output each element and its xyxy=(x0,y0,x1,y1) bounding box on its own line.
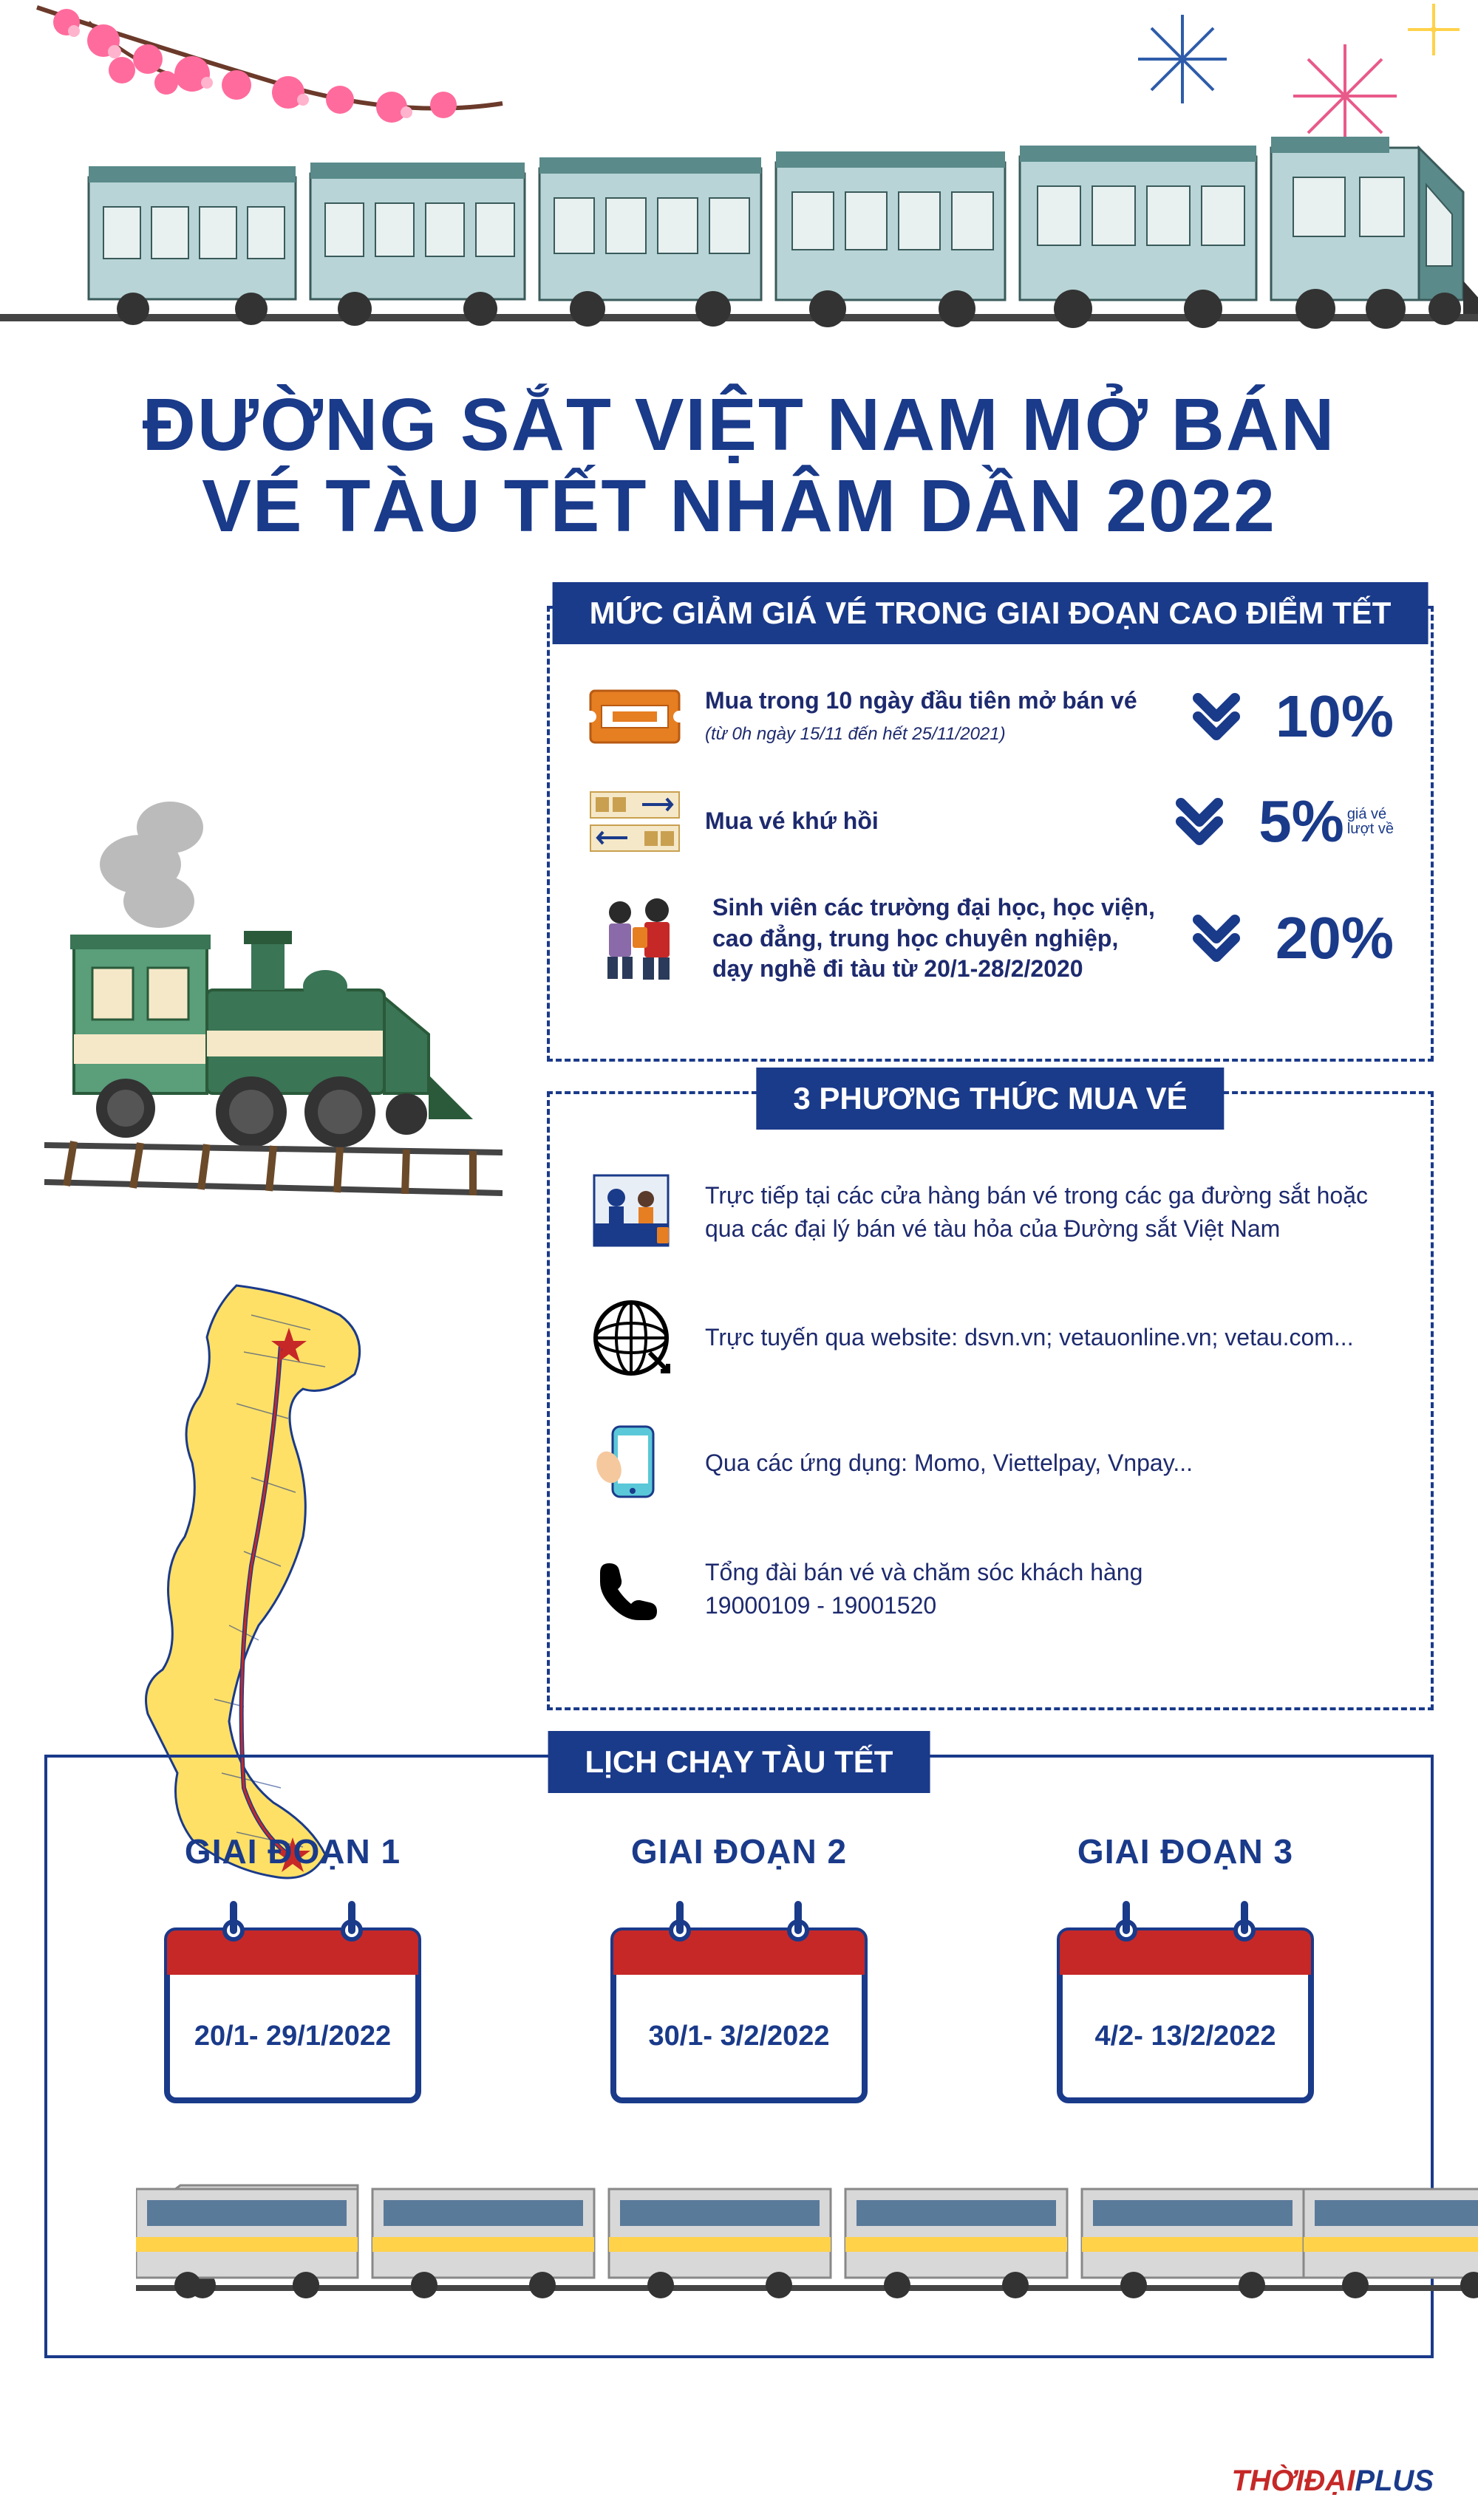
discount-item-3: Sinh viên các trường đại học, học viện, … xyxy=(587,892,1394,985)
title-line1: ĐƯỜNG SẮT VIỆT NAM MỞ BÁN xyxy=(143,383,1336,466)
calendar-icon: 4/2- 13/2/2022 xyxy=(1045,1894,1326,2115)
green-train-icon xyxy=(30,783,503,1212)
roundtrip-icon xyxy=(587,788,683,855)
discount-section: MỨC GIẢM GIÁ VÉ TRONG GIAI ĐOẠN CAO ĐIỂM… xyxy=(547,606,1434,1062)
phase-title-3: GIAI ĐOẠN 3 xyxy=(1045,1831,1326,1871)
method-text-2: Trực tuyến qua website: dsvn.vn; vetauon… xyxy=(705,1321,1354,1354)
discount-label-3: Sinh viên các trường đại học, học viện, … xyxy=(712,894,1155,982)
methods-section: 3 PHƯƠNG THỨC MUA VÉ Trực tiếp tại các c… xyxy=(547,1091,1434,1710)
main-title: ĐƯỜNG SẮT VIỆT NAM MỞ BÁN VÉ TÀU TẾT NHÂ… xyxy=(0,355,1478,576)
schedule-section: LỊCH CHẠY TÀU TẾT GIAI ĐOẠN 1 20/1- 29/1… xyxy=(44,1755,1434,2358)
method-item-1: Trực tiếp tại các cửa hàng bán vé trong … xyxy=(587,1168,1394,1257)
phase-title-1: GIAI ĐOẠN 1 xyxy=(152,1831,433,1871)
phase-1: GIAI ĐOẠN 1 20/1- 29/1/2022 xyxy=(152,1831,433,2119)
down-arrow-icon xyxy=(1170,792,1229,851)
methods-title: 3 PHƯƠNG THỨC MUA VÉ xyxy=(756,1068,1224,1130)
modern-train-icon xyxy=(136,2163,1478,2311)
discount-percent-1: 10% xyxy=(1276,683,1394,751)
down-arrow-icon xyxy=(1187,687,1246,746)
phone-app-icon xyxy=(587,1419,675,1508)
method-item-3: Qua các ứng dụng: Momo, Viettelpay, Vnpa… xyxy=(587,1419,1394,1508)
discount-percent-2: 5% xyxy=(1259,788,1344,856)
phase-title-2: GIAI ĐOẠN 2 xyxy=(599,1831,879,1871)
brand-part1: THỜIĐẠI xyxy=(1231,2465,1355,2497)
phase-2: GIAI ĐOẠN 2 30/1- 3/2/2022 xyxy=(599,1831,879,2119)
discount-item-2: Mua vé khứ hồi 5% giá vélượt về xyxy=(587,788,1394,856)
calendar-icon: 20/1- 29/1/2022 xyxy=(152,1894,433,2115)
method-item-2: Trực tuyến qua website: dsvn.vn; vetauon… xyxy=(587,1294,1394,1382)
schedule-title: LỊCH CHẠY TÀU TẾT xyxy=(548,1731,930,1793)
hero-train-icon xyxy=(0,137,1478,329)
discount-label-2: Mua vé khứ hồi xyxy=(705,807,879,834)
phase-3: GIAI ĐOẠN 3 4/2- 13/2/2022 xyxy=(1045,1831,1326,2119)
discount-sublabel-1: (từ 0h ngày 15/11 đến hết 25/11/2021) xyxy=(705,724,1006,744)
fireworks-icon xyxy=(1138,4,1460,148)
web-icon xyxy=(587,1294,675,1382)
students-icon xyxy=(587,894,690,983)
footer-brand: THỜIĐẠIPLUS xyxy=(1231,2465,1434,2498)
counter-icon xyxy=(587,1168,675,1257)
method-text-3: Qua các ứng dụng: Momo, Viettelpay, Vnpa… xyxy=(705,1447,1193,1480)
discount-title: MỨC GIẢM GIÁ VÉ TRONG GIAI ĐOẠN CAO ĐIỂM… xyxy=(553,582,1428,644)
svg-text:20/1- 29/1/2022: 20/1- 29/1/2022 xyxy=(194,2021,391,2052)
method-item-4: Tổng đài bán vé và chăm sóc khách hàng 1… xyxy=(587,1545,1394,1633)
method-text-4: Tổng đài bán vé và chăm sóc khách hàng 1… xyxy=(705,1556,1142,1622)
blossom-icon xyxy=(37,7,503,123)
svg-text:4/2- 13/2/2022: 4/2- 13/2/2022 xyxy=(1094,2021,1276,2052)
discount-item-1: Mua trong 10 ngày đầu tiên mở bán vé (từ… xyxy=(587,683,1394,751)
title-line2: VÉ TÀU TẾT NHÂM DẦN 2022 xyxy=(202,465,1276,547)
calendar-icon: 30/1- 3/2/2022 xyxy=(599,1894,879,2115)
method-text-1: Trực tiếp tại các cửa hàng bán vé trong … xyxy=(705,1179,1394,1246)
ticket-icon xyxy=(587,683,683,750)
discount-label-1: Mua trong 10 ngày đầu tiên mở bán vé xyxy=(705,687,1137,714)
down-arrow-icon xyxy=(1187,909,1246,968)
hero-banner xyxy=(0,0,1478,355)
hotline-icon xyxy=(587,1545,675,1633)
discount-percent-3: 20% xyxy=(1276,904,1394,972)
discount-extra-2: giá vélượt về xyxy=(1347,807,1394,836)
brand-part2: PLUS xyxy=(1355,2465,1434,2497)
svg-text:30/1- 3/2/2022: 30/1- 3/2/2022 xyxy=(648,2021,829,2052)
